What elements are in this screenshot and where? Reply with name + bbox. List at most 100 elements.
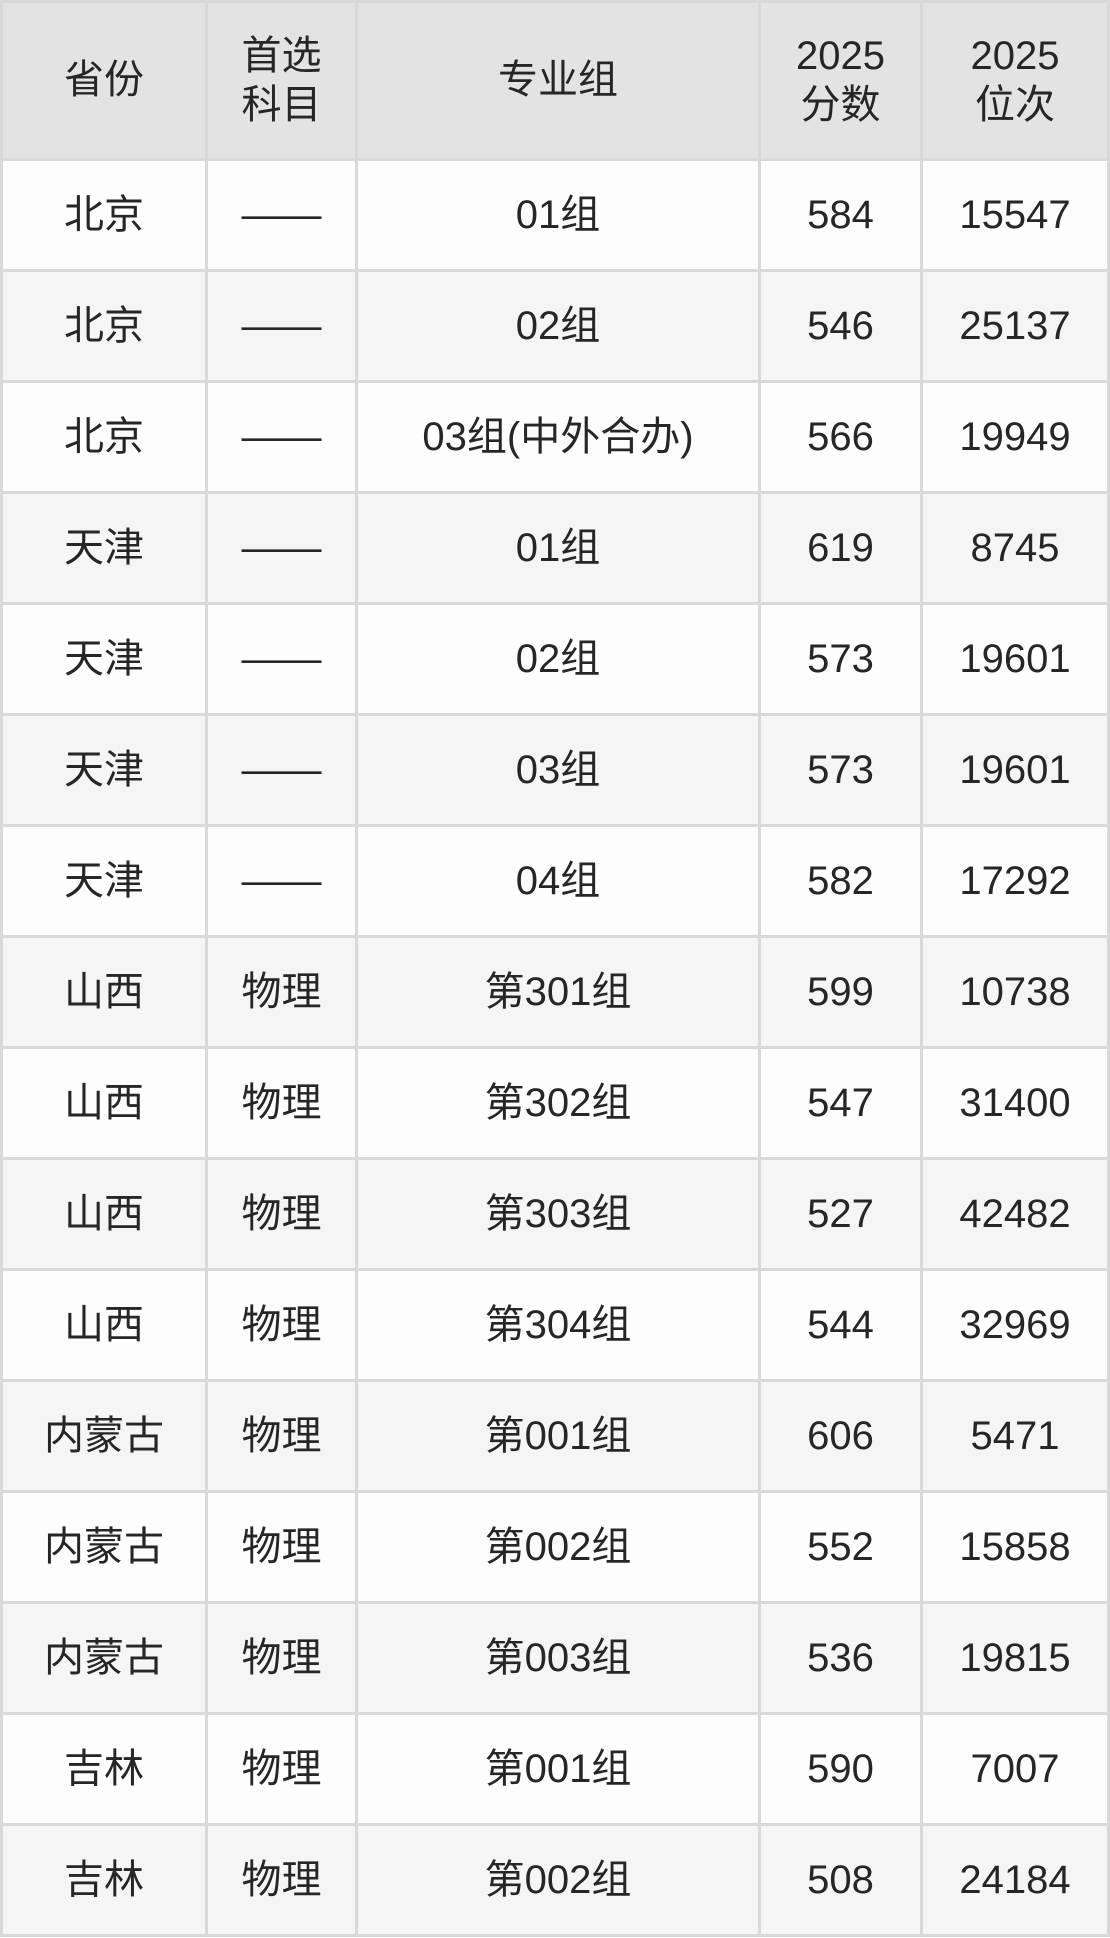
table-row: 内蒙古 物理 第002组 552 15858: [3, 1493, 1107, 1601]
cell-subject: ——: [208, 383, 355, 491]
cell-subject: 物理: [208, 1271, 355, 1379]
cell-rank: 19601: [923, 605, 1107, 713]
cell-score: 584: [761, 161, 920, 269]
cell-group: 02组: [358, 605, 758, 713]
table-row: 天津 —— 02组 573 19601: [3, 605, 1107, 713]
table-row: 山西 物理 第302组 547 31400: [3, 1049, 1107, 1157]
cell-province: 天津: [3, 605, 205, 713]
cell-group: 第003组: [358, 1604, 758, 1712]
cell-score: 599: [761, 938, 920, 1046]
cell-group: 02组: [358, 272, 758, 380]
table-row: 山西 物理 第301组 599 10738: [3, 938, 1107, 1046]
cell-subject: 物理: [208, 1160, 355, 1268]
cell-rank: 19949: [923, 383, 1107, 491]
cell-province: 山西: [3, 1160, 205, 1268]
cell-score: 544: [761, 1271, 920, 1379]
table-row: 天津 —— 04组 582 17292: [3, 827, 1107, 935]
cell-score: 590: [761, 1715, 920, 1823]
col-header-province: 省份: [3, 3, 205, 158]
cell-rank: 25137: [923, 272, 1107, 380]
cell-group: 01组: [358, 494, 758, 602]
table-row: 吉林 物理 第002组 508 24184: [3, 1826, 1107, 1934]
cell-subject: 物理: [208, 1382, 355, 1490]
cell-group: 03组(中外合办): [358, 383, 758, 491]
cell-score: 508: [761, 1826, 920, 1934]
cell-subject: ——: [208, 272, 355, 380]
cell-group: 第304组: [358, 1271, 758, 1379]
cell-score: 566: [761, 383, 920, 491]
cell-score: 582: [761, 827, 920, 935]
cell-province: 内蒙古: [3, 1382, 205, 1490]
cell-province: 北京: [3, 161, 205, 269]
cell-group: 第303组: [358, 1160, 758, 1268]
cell-subject: ——: [208, 605, 355, 713]
cell-province: 北京: [3, 383, 205, 491]
cell-group: 第301组: [358, 938, 758, 1046]
cell-province: 山西: [3, 1049, 205, 1157]
col-header-score: 2025 分数: [761, 3, 920, 158]
table-row: 天津 —— 01组 619 8745: [3, 494, 1107, 602]
cell-rank: 7007: [923, 1715, 1107, 1823]
cell-subject: ——: [208, 494, 355, 602]
cell-score: 546: [761, 272, 920, 380]
cell-subject: 物理: [208, 1604, 355, 1712]
cell-group: 04组: [358, 827, 758, 935]
cell-subject: 物理: [208, 938, 355, 1046]
table-row: 山西 物理 第303组 527 42482: [3, 1160, 1107, 1268]
table-row: 吉林 物理 第001组 590 7007: [3, 1715, 1107, 1823]
table-row: 山西 物理 第304组 544 32969: [3, 1271, 1107, 1379]
cell-group: 第001组: [358, 1382, 758, 1490]
cell-province: 天津: [3, 494, 205, 602]
cell-group: 第002组: [358, 1826, 758, 1934]
cell-subject: ——: [208, 161, 355, 269]
cell-rank: 24184: [923, 1826, 1107, 1934]
cell-score: 573: [761, 716, 920, 824]
cell-province: 山西: [3, 1271, 205, 1379]
cell-group: 03组: [358, 716, 758, 824]
cell-score: 527: [761, 1160, 920, 1268]
table-row: 北京 —— 02组 546 25137: [3, 272, 1107, 380]
table-row: 北京 —— 03组(中外合办) 566 19949: [3, 383, 1107, 491]
cell-subject: 物理: [208, 1049, 355, 1157]
cell-province: 内蒙古: [3, 1604, 205, 1712]
cell-province: 北京: [3, 272, 205, 380]
cell-province: 吉林: [3, 1715, 205, 1823]
cell-subject: ——: [208, 716, 355, 824]
table-header-row: 省份 首选 科目 专业组 2025 分数 2025 位次: [3, 3, 1107, 158]
cell-province: 吉林: [3, 1826, 205, 1934]
cell-rank: 15547: [923, 161, 1107, 269]
cell-group: 第001组: [358, 1715, 758, 1823]
col-header-subject: 首选 科目: [208, 3, 355, 158]
cell-rank: 19601: [923, 716, 1107, 824]
cell-subject: 物理: [208, 1715, 355, 1823]
cell-rank: 19815: [923, 1604, 1107, 1712]
cell-subject: 物理: [208, 1493, 355, 1601]
table-row: 北京 —— 01组 584 15547: [3, 161, 1107, 269]
col-header-rank: 2025 位次: [923, 3, 1107, 158]
cell-score: 547: [761, 1049, 920, 1157]
cell-subject: ——: [208, 827, 355, 935]
cell-province: 内蒙古: [3, 1493, 205, 1601]
table-row: 内蒙古 物理 第001组 606 5471: [3, 1382, 1107, 1490]
cell-score: 552: [761, 1493, 920, 1601]
cell-subject: 物理: [208, 1826, 355, 1934]
cell-rank: 31400: [923, 1049, 1107, 1157]
cell-province: 天津: [3, 716, 205, 824]
cell-rank: 5471: [923, 1382, 1107, 1490]
cell-rank: 10738: [923, 938, 1107, 1046]
cell-province: 天津: [3, 827, 205, 935]
table-row: 内蒙古 物理 第003组 536 19815: [3, 1604, 1107, 1712]
cell-score: 573: [761, 605, 920, 713]
cell-group: 01组: [358, 161, 758, 269]
cell-score: 619: [761, 494, 920, 602]
cell-group: 第302组: [358, 1049, 758, 1157]
cell-rank: 8745: [923, 494, 1107, 602]
col-header-group: 专业组: [358, 3, 758, 158]
cell-rank: 32969: [923, 1271, 1107, 1379]
cell-rank: 42482: [923, 1160, 1107, 1268]
cell-score: 536: [761, 1604, 920, 1712]
cell-rank: 15858: [923, 1493, 1107, 1601]
cell-score: 606: [761, 1382, 920, 1490]
table-row: 天津 —— 03组 573 19601: [3, 716, 1107, 824]
